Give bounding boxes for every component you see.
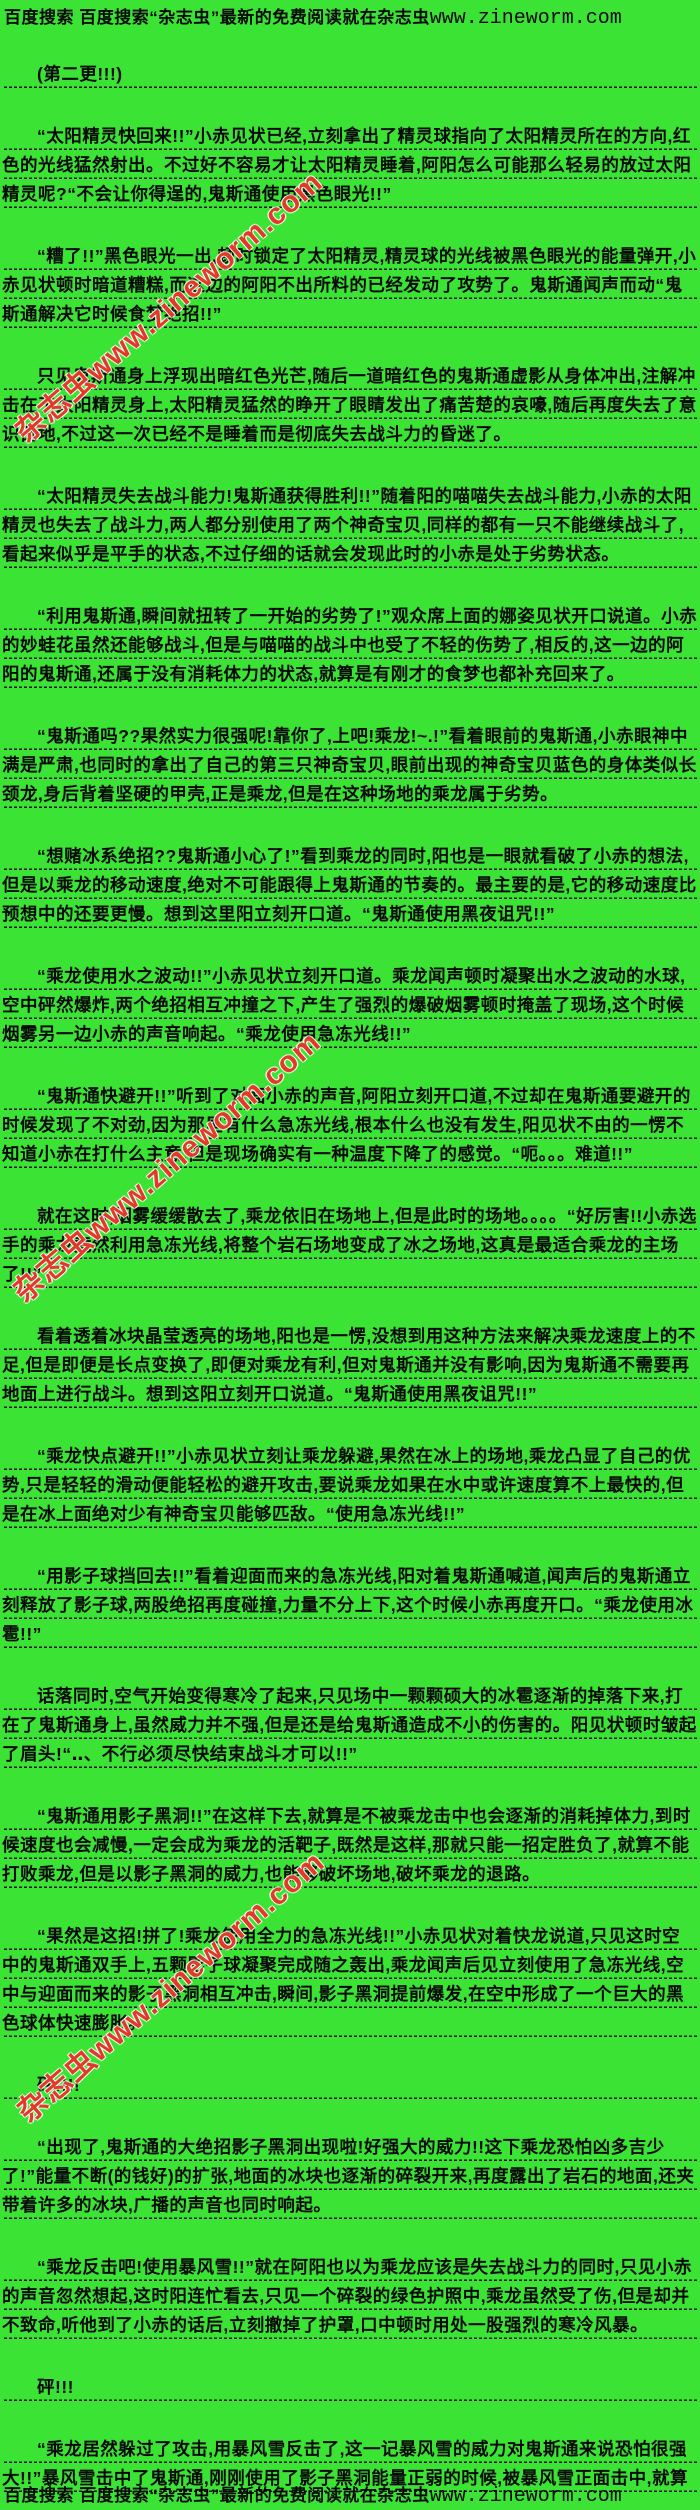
novel-paragraph: “鬼斯通吗??果然实力很强呢!靠你了,上吧!乘龙!~.!”看着眼前的鬼斯通,小赤… xyxy=(2,722,698,809)
novel-paragraph: “乘龙使用水之波动!!”小赤见状立刻开口道。乘龙闻声顿时凝聚出水之波动的水球,空… xyxy=(2,962,698,1049)
novel-paragraph: “太阳精灵快回来!!”小赤见状已经,立刻拿出了精灵球指向了太阳精灵所在的方向,红… xyxy=(2,122,698,209)
site-banner-top: 百度搜索 百度搜索“杂志虫”最新的免费阅读就在杂志虫www.zineworm.c… xyxy=(0,0,700,30)
chapter-note: (第二更!!!) xyxy=(2,60,698,89)
novel-paragraph: 砰!!!! xyxy=(2,2071,698,2100)
novel-paragraph: “乘龙反击吧!使用暴风雪!!”就在阿阳也以为乘龙应该是失去战斗力的同时,只见小赤… xyxy=(2,2253,698,2340)
novel-paragraph: “乘龙居然躲过了攻击,用暴风雪反击了,这一记暴风雪的威力对鬼斯通来说恐怕很强大!… xyxy=(2,2435,698,2493)
novel-paragraph: “出现了,鬼斯通的大绝招影子黑洞出现啦!好强大的威力!!这下乘龙恐怕凶多吉少了!… xyxy=(2,2133,698,2220)
novel-paragraph: 就在这时,烟雾缓缓散去了,乘龙依旧在场地上,但是此时的场地。。。。“好厉害!!小… xyxy=(2,1202,698,1289)
novel-body: (第二更!!!) “太阳精灵快回来!!”小赤见状已经,立刻拿出了精灵球指向了太阳… xyxy=(0,60,700,2493)
site-domain: www.zineworm.com xyxy=(429,2485,622,2508)
novel-paragraph: “利用鬼斯通,瞬间就扭转了一开始的劣势了!”观众席上面的娜姿见状开口说道。小赤的… xyxy=(2,602,698,689)
novel-paragraph: “太阳精灵失去战斗能力!鬼斯通获得胜利!!”随着阳的喵喵失去战斗能力,小赤的太阳… xyxy=(2,482,698,569)
novel-paragraph: “想赌冰系绝招??鬼斯通小心了!”看到乘龙的同时,阳也是一眼就看破了小赤的想法,… xyxy=(2,842,698,929)
novel-paragraph: 砰!!! xyxy=(2,2373,698,2402)
novel-paragraph: “乘龙快点避开!!”小赤见状立刻让乘龙躲避,果然在冰上的场地,乘龙凸显了自己的优… xyxy=(2,1442,698,1529)
novel-paragraph: 看着透着冰块晶莹透亮的场地,阳也是一愣,没想到用这种方法来解决乘龙速度上的不足,… xyxy=(2,1322,698,1409)
site-domain: www.zineworm.com xyxy=(429,7,622,30)
novel-paragraph: 话落同时,空气开始变得寒冷了起来,只见场中一颗颗硕大的冰雹逐渐的掉落下来,打在了… xyxy=(2,1682,698,1769)
banner-text: 百度搜索 百度搜索“杂志虫”最新的免费阅读就在杂志虫 xyxy=(4,8,430,27)
novel-paragraph: “鬼斯通快避开!!”听到了对面小赤的声音,阿阳立刻开口道,不过却在鬼斯通要避开的… xyxy=(2,1082,698,1169)
site-banner-bottom: 百度搜索 百度搜索“杂志虫”最新的免费阅读就在杂志虫www.zineworm.c… xyxy=(0,2478,626,2508)
novel-paragraph: “果然是这招!拼了!乘龙使用全力的急冻光线!!”小赤见状对着快龙说道,只见这时空… xyxy=(2,1922,698,2038)
banner-text: 百度搜索 百度搜索“杂志虫”最新的免费阅读就在杂志虫 xyxy=(4,2486,430,2505)
novel-paragraph: “糟了!!”黑色眼光一出,顿时锁定了太阳精灵,精灵球的光线被黑色眼光的能量弹开,… xyxy=(2,242,698,329)
novel-paragraph: 只见鬼斯通身上浮现出暗红色光芒,随后一道暗红色的鬼斯通虚影从身体冲出,注解冲击在… xyxy=(2,362,698,449)
novel-paragraph: “用影子球挡回去!!”看着迎面而来的急冻光线,阳对着鬼斯通喊道,闻声后的鬼斯通立… xyxy=(2,1562,698,1649)
novel-paragraph: “鬼斯通用影子黑洞!!”在这样下去,就算是不被乘龙击中也会逐渐的消耗掉体力,到时… xyxy=(2,1802,698,1889)
